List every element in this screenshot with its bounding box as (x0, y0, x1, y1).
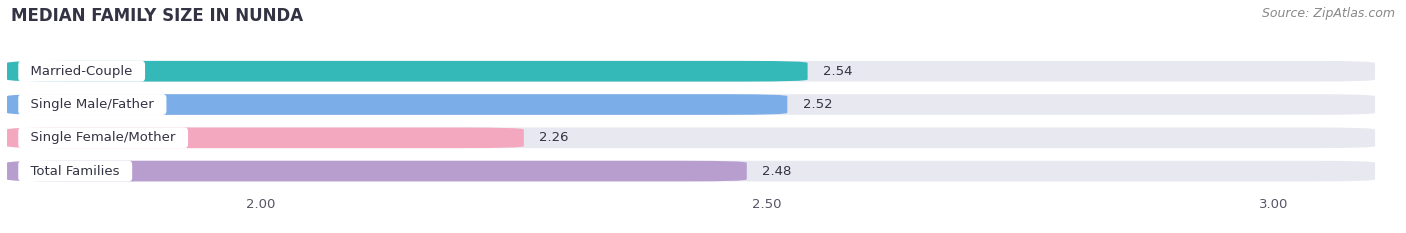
Text: 2.48: 2.48 (762, 164, 792, 178)
Text: MEDIAN FAMILY SIZE IN NUNDA: MEDIAN FAMILY SIZE IN NUNDA (11, 7, 304, 25)
FancyBboxPatch shape (7, 127, 1375, 148)
Text: Total Families: Total Families (22, 164, 128, 178)
FancyBboxPatch shape (7, 161, 747, 182)
Text: Source: ZipAtlas.com: Source: ZipAtlas.com (1261, 7, 1395, 20)
FancyBboxPatch shape (7, 94, 1375, 115)
Text: 2.52: 2.52 (803, 98, 832, 111)
Text: Married-Couple: Married-Couple (22, 65, 141, 78)
FancyBboxPatch shape (7, 61, 1375, 82)
FancyBboxPatch shape (7, 94, 787, 115)
FancyBboxPatch shape (7, 61, 807, 82)
FancyBboxPatch shape (7, 127, 524, 148)
Text: Single Female/Mother: Single Female/Mother (22, 131, 184, 144)
Text: 2.26: 2.26 (538, 131, 568, 144)
Text: 2.54: 2.54 (823, 65, 852, 78)
Text: Single Male/Father: Single Male/Father (22, 98, 163, 111)
FancyBboxPatch shape (7, 161, 1375, 182)
